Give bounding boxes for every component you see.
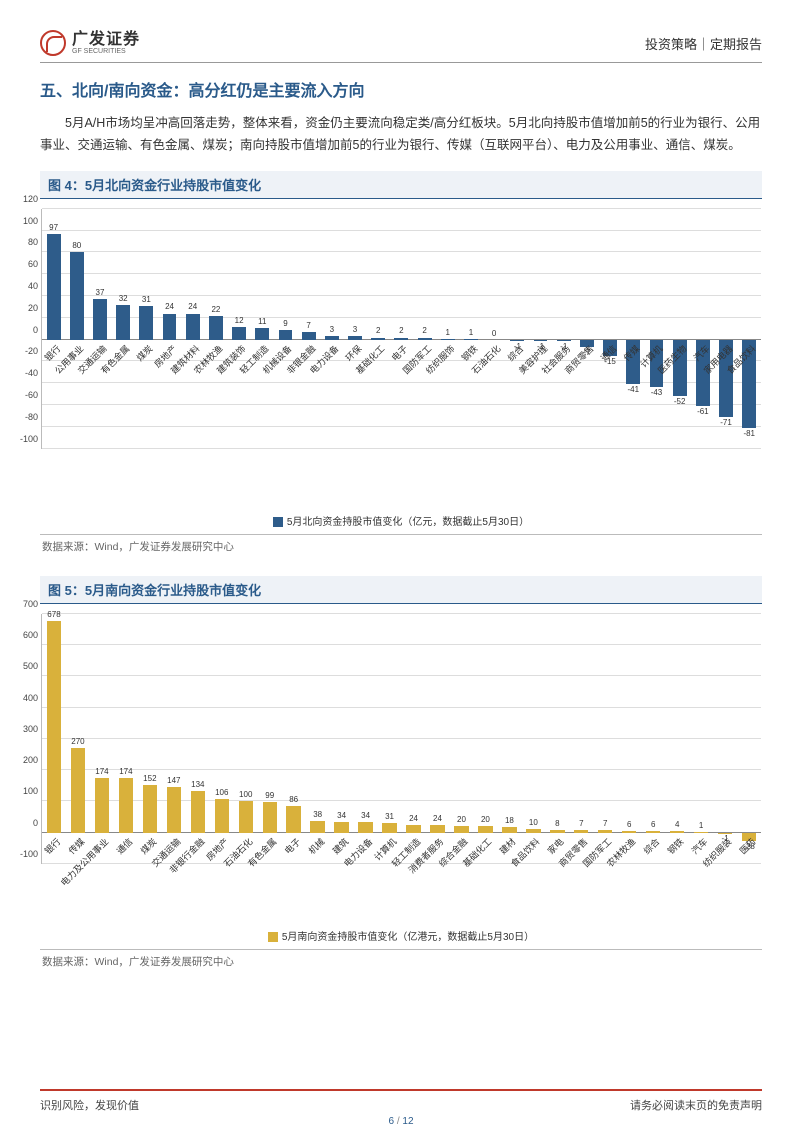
page-number: 6 / 12 (388, 1116, 413, 1127)
figure-title: 图 4：5月北向资金行业持股市值变化 (40, 171, 762, 199)
logo-icon (40, 30, 66, 56)
doc-type-label: 投资策略｜定期报告 (645, 34, 762, 53)
logo-name-cn: 广发证券 (72, 32, 140, 48)
footer-right: 请务必阅读末页的免责声明 (630, 1097, 762, 1113)
figure-title: 图 5：5月南向资金行业持股市值变化 (40, 576, 762, 604)
chart-legend: 5月南向资金持股市值变化（亿港元，数据截止5月30日） (41, 928, 761, 943)
page-footer: 识别风险，发现价值 请务必阅读末页的免责声明 6 / 12 (40, 1089, 762, 1113)
data-source: 数据来源：Wind，广发证券发展研究中心 (40, 534, 762, 558)
logo-name-en: GF SECURITIES (72, 48, 140, 55)
section-title: 五、北向/南向资金：高分红仍是主要流入方向 (40, 77, 762, 101)
chart-legend: 5月北向资金持股市值变化（亿元，数据截止5月30日） (41, 513, 761, 528)
footer-left: 识别风险，发现价值 (40, 1097, 139, 1113)
page-header: 广发证券 GF SECURITIES 投资策略｜定期报告 (40, 30, 762, 63)
data-source: 数据来源：Wind，广发证券发展研究中心 (40, 949, 762, 973)
company-logo: 广发证券 GF SECURITIES (40, 30, 140, 56)
body-paragraph: 5月A/H市场均呈冲高回落走势，整体来看，资金仍主要流向稳定类/高分红板块。5月… (40, 113, 762, 157)
